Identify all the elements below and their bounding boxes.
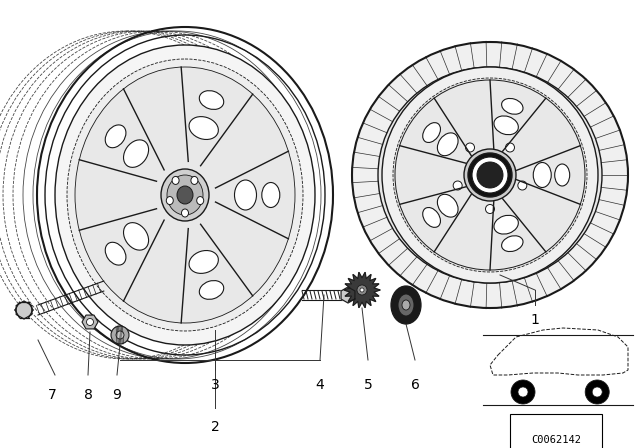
Circle shape [464, 149, 516, 201]
Circle shape [393, 78, 587, 272]
Text: 4: 4 [316, 378, 324, 392]
Circle shape [395, 80, 585, 270]
Text: 1: 1 [531, 313, 540, 327]
Ellipse shape [124, 140, 148, 168]
Ellipse shape [105, 242, 126, 265]
Ellipse shape [67, 59, 303, 331]
Ellipse shape [75, 67, 295, 323]
Ellipse shape [437, 133, 458, 156]
Ellipse shape [191, 177, 198, 185]
Circle shape [86, 319, 93, 326]
Ellipse shape [182, 209, 189, 217]
Ellipse shape [177, 186, 193, 204]
Ellipse shape [555, 164, 570, 186]
Ellipse shape [105, 125, 126, 148]
Ellipse shape [262, 182, 280, 207]
Polygon shape [344, 272, 380, 308]
Text: C0062142: C0062142 [531, 435, 581, 445]
Circle shape [477, 162, 503, 188]
Ellipse shape [189, 116, 218, 139]
Circle shape [472, 157, 508, 193]
Circle shape [465, 143, 474, 152]
Polygon shape [341, 287, 355, 303]
Ellipse shape [199, 90, 224, 109]
Circle shape [486, 204, 495, 214]
Circle shape [357, 285, 367, 295]
Circle shape [506, 143, 515, 152]
Ellipse shape [494, 116, 518, 135]
Circle shape [592, 387, 602, 397]
Circle shape [382, 67, 598, 283]
Ellipse shape [172, 177, 179, 185]
Ellipse shape [502, 236, 523, 252]
Circle shape [511, 380, 535, 404]
Circle shape [518, 387, 528, 397]
Ellipse shape [161, 169, 209, 221]
Text: 9: 9 [113, 388, 122, 402]
Ellipse shape [398, 294, 414, 316]
Ellipse shape [533, 163, 551, 188]
Ellipse shape [402, 300, 410, 310]
Ellipse shape [196, 197, 204, 205]
Text: 6: 6 [411, 378, 419, 392]
Text: 8: 8 [84, 388, 92, 402]
Text: 5: 5 [364, 378, 372, 392]
Ellipse shape [378, 67, 602, 283]
Ellipse shape [166, 197, 173, 205]
Ellipse shape [199, 280, 224, 299]
Ellipse shape [437, 194, 458, 217]
Ellipse shape [423, 207, 440, 228]
Ellipse shape [502, 99, 523, 114]
Text: 7: 7 [47, 388, 56, 402]
Ellipse shape [55, 45, 315, 345]
Ellipse shape [234, 180, 257, 210]
Circle shape [453, 181, 462, 190]
Ellipse shape [167, 175, 203, 215]
Ellipse shape [124, 223, 148, 250]
Ellipse shape [494, 215, 518, 234]
Ellipse shape [423, 123, 440, 142]
Ellipse shape [391, 286, 421, 324]
Circle shape [111, 326, 129, 344]
Circle shape [360, 288, 364, 292]
Text: 2: 2 [211, 420, 220, 434]
Circle shape [585, 380, 609, 404]
Ellipse shape [352, 42, 628, 308]
Circle shape [518, 181, 527, 190]
Circle shape [116, 331, 124, 339]
Circle shape [468, 153, 512, 197]
Ellipse shape [189, 250, 218, 273]
Text: 3: 3 [211, 378, 220, 392]
